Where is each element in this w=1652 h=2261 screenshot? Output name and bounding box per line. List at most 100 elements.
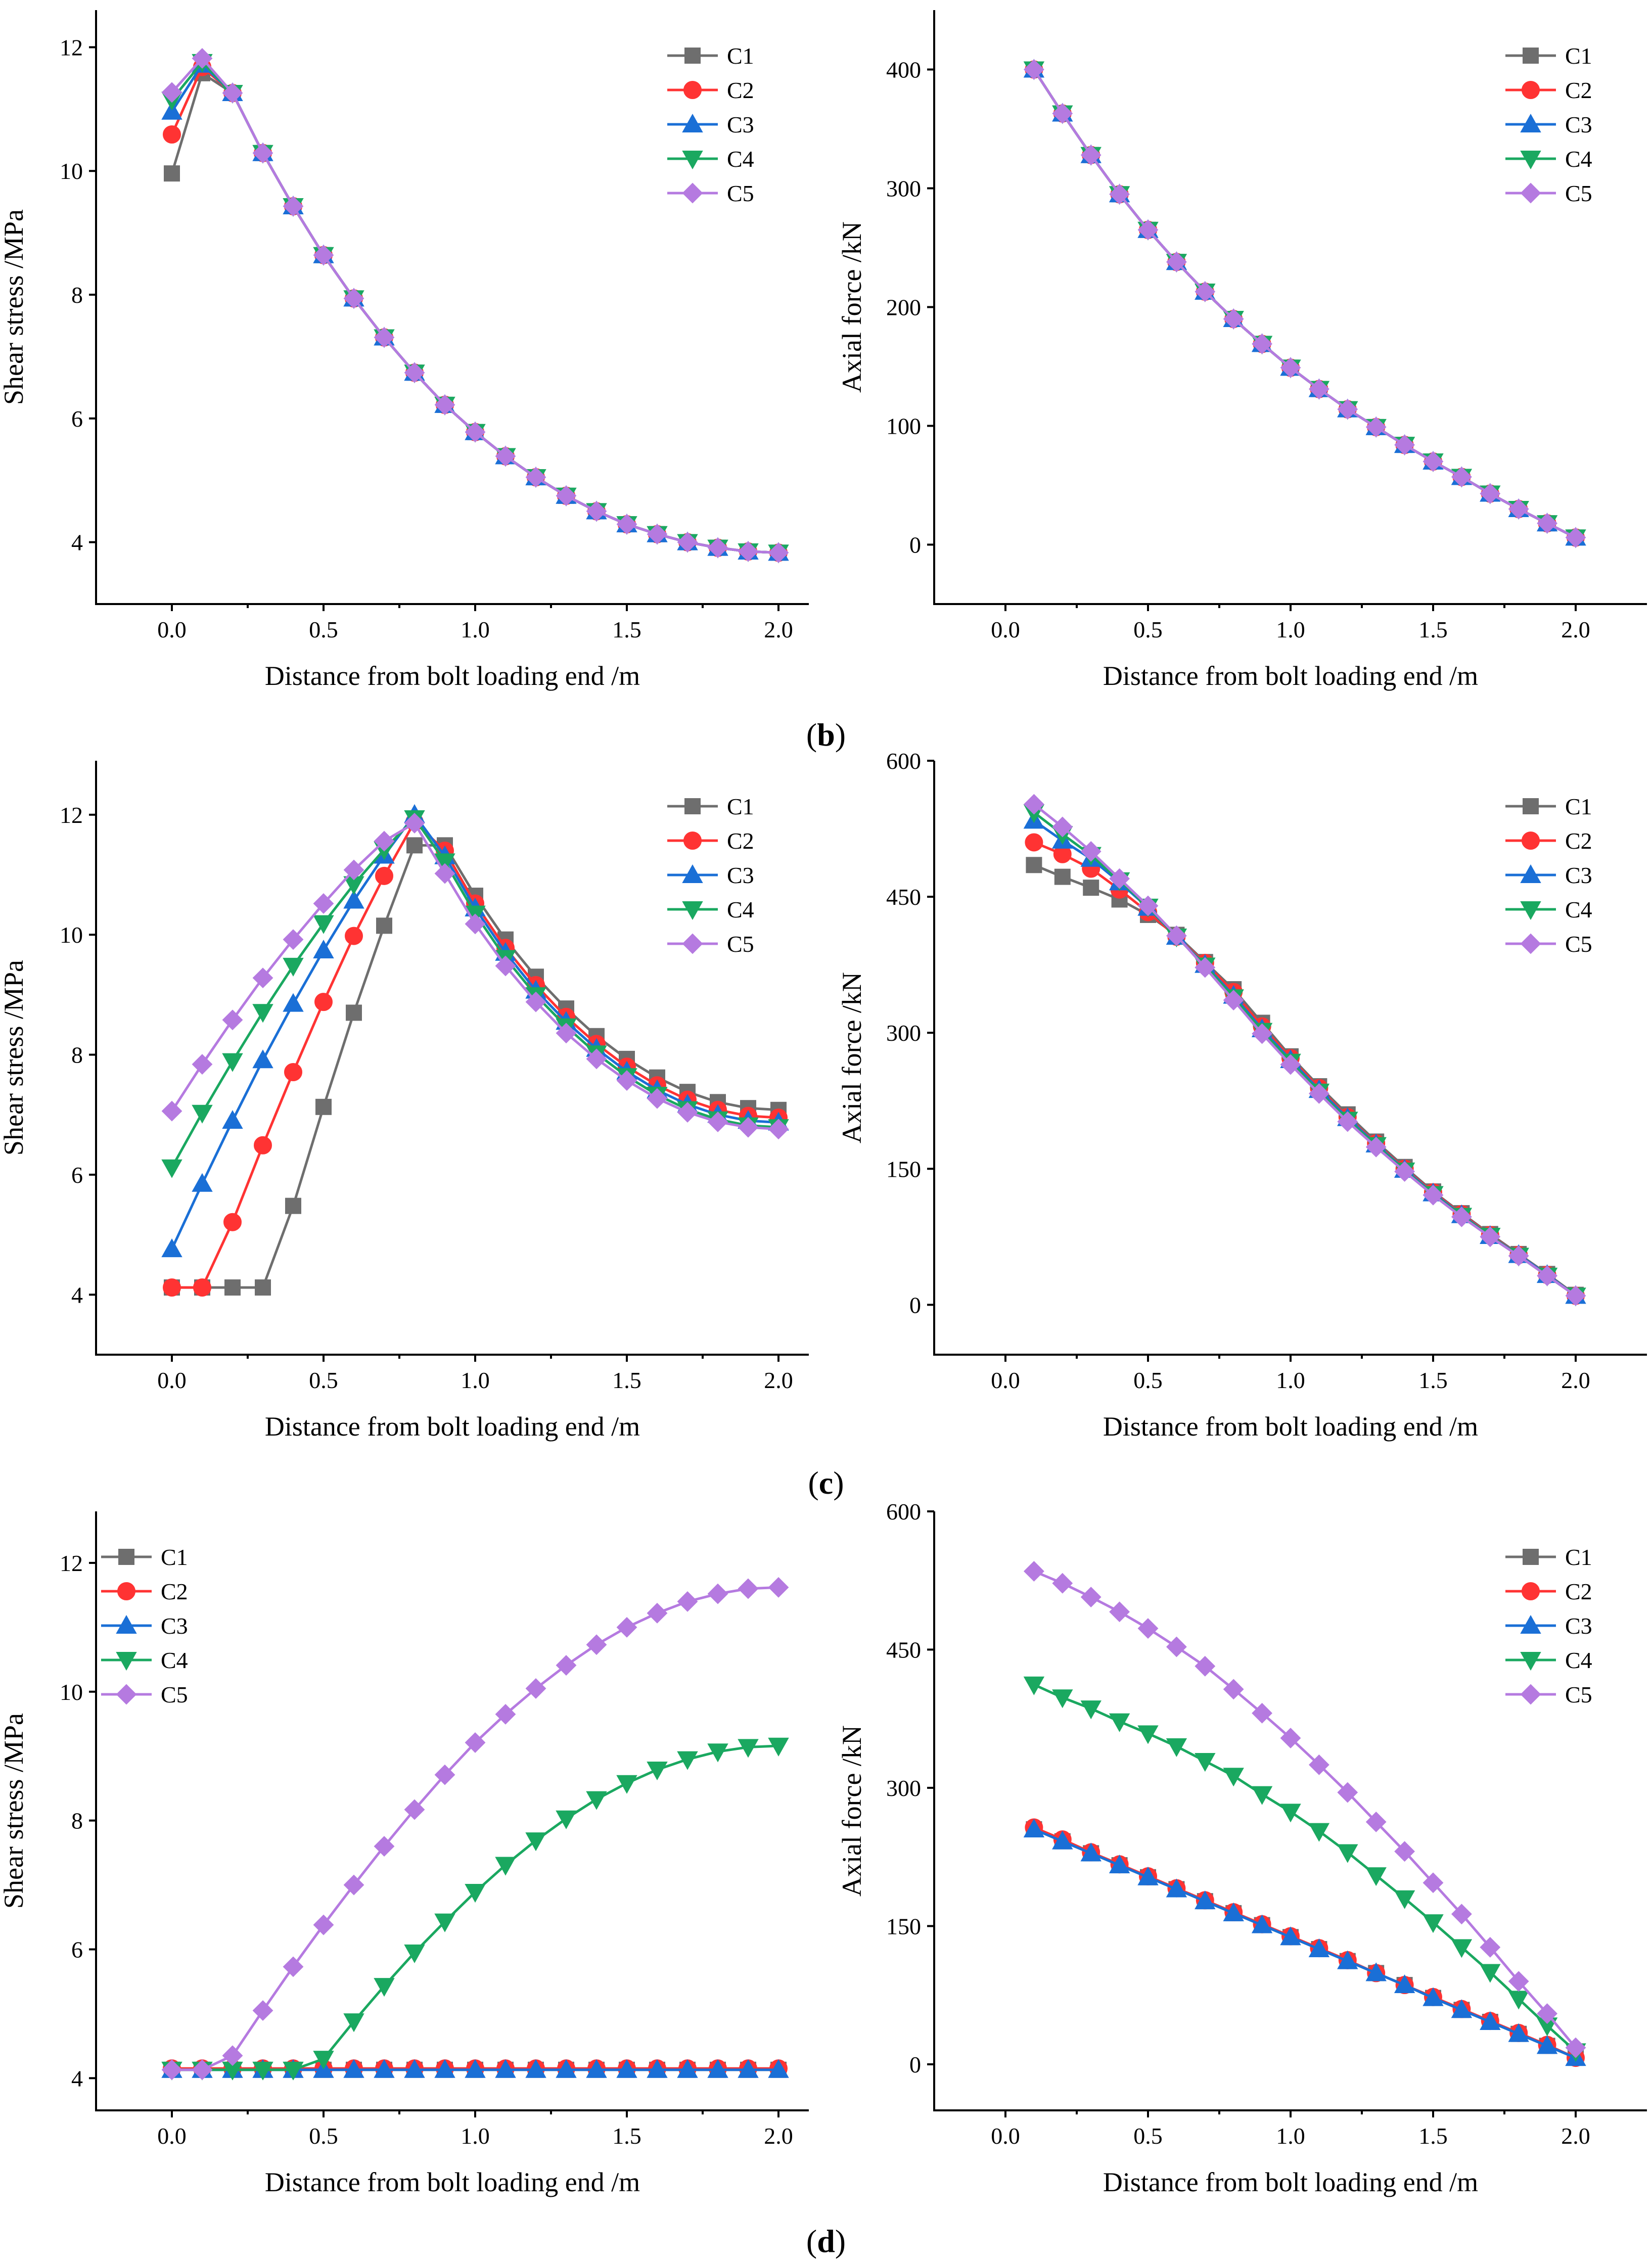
- y-tick-label: 300: [886, 1020, 921, 1046]
- data-point-C4: [252, 1004, 273, 1023]
- data-point-C5: [1308, 379, 1329, 400]
- series-C1: [1026, 61, 1584, 546]
- data-point-C5: [222, 82, 243, 104]
- legend-marker-C1: [684, 48, 701, 64]
- series-line-C4: [172, 1744, 779, 2071]
- data-point-C5: [1565, 2037, 1586, 2058]
- data-point-C5: [465, 913, 486, 935]
- legend-marker-C3: [1520, 113, 1541, 132]
- x-tick-label: 0.5: [1133, 1367, 1163, 1393]
- data-point-C5: [647, 1088, 668, 1109]
- data-point-C5: [495, 955, 516, 977]
- data-point-C3: [343, 890, 364, 909]
- data-point-C3: [1137, 1866, 1159, 1885]
- data-point-C1: [164, 165, 180, 182]
- series-C3: [1023, 1818, 1586, 2066]
- data-point-C1: [285, 1197, 301, 1214]
- series-line-C5: [172, 1586, 779, 2071]
- x-tick-label: 2.0: [764, 617, 793, 642]
- legend-marker-C5: [1520, 1684, 1541, 1705]
- data-point-C5: [616, 1070, 637, 1091]
- legend-marker-C4: [682, 901, 703, 920]
- data-point-C5: [222, 2045, 243, 2066]
- x-tick-label: 0.0: [157, 1367, 187, 1393]
- data-point-C5: [343, 288, 364, 309]
- data-point-C4: [1223, 1768, 1244, 1787]
- x-tick-label: 0.5: [309, 2123, 338, 2149]
- series-C3: [1023, 810, 1586, 1304]
- data-point-C5: [738, 541, 759, 562]
- legend-marker-C4: [682, 151, 703, 170]
- legend-label-C4: C4: [1565, 146, 1592, 172]
- legend-label-C5: C5: [1565, 180, 1592, 206]
- data-point-C4: [1080, 1700, 1102, 1720]
- legend-marker-C1: [684, 798, 701, 814]
- panel-label-b: (b): [806, 717, 846, 753]
- data-point-C4: [1023, 1676, 1045, 1695]
- data-point-C5: [1080, 145, 1102, 166]
- y-tick-label: 400: [886, 57, 921, 83]
- legend-marker-C4: [1520, 1652, 1541, 1671]
- legend-marker-C5: [682, 933, 703, 954]
- data-point-C4: [677, 1751, 698, 1770]
- legend-label-C2: C2: [727, 828, 754, 854]
- data-point-C5: [1023, 1561, 1044, 1582]
- legend-label-C2: C2: [727, 77, 754, 103]
- y-tick-label: 8: [71, 1042, 83, 1068]
- data-point-C4: [1052, 1689, 1073, 1709]
- data-point-C5: [1080, 841, 1102, 862]
- x-axis-title: Distance from bolt loading end /m: [265, 1411, 640, 1442]
- data-point-C5: [313, 245, 334, 266]
- data-point-C3: [525, 2059, 546, 2078]
- y-tick-label: 150: [886, 1156, 921, 1182]
- x-tick-label: 0.0: [991, 2123, 1020, 2149]
- data-point-C3: [1337, 1950, 1358, 1969]
- legend-marker-C3: [682, 113, 703, 132]
- legend-label-C5: C5: [1565, 1682, 1592, 1708]
- y-tick-label: 6: [71, 1162, 83, 1188]
- y-tick-label: 0: [909, 1292, 921, 1318]
- data-point-C5: [374, 1836, 395, 1857]
- data-point-C5: [1480, 1936, 1501, 1958]
- chart-c-right: 0.0 0.5 1.0 1.5 2.0 0 150 300 450 600 Distance fro…: [837, 748, 1647, 1442]
- series-line-C4: [1033, 69, 1577, 539]
- y-tick-label: 200: [886, 295, 921, 320]
- data-point-C4: [1480, 1964, 1501, 1983]
- series-line-C5: [1033, 69, 1577, 539]
- legend-label-C3: C3: [1565, 1613, 1592, 1639]
- x-tick-label: 1.5: [612, 617, 641, 642]
- legend-marker-C1: [118, 1549, 134, 1565]
- data-point-C4: [1280, 1804, 1301, 1823]
- data-point-C4: [768, 1737, 789, 1757]
- legend: C1 C2 C3 C4 C5: [667, 43, 754, 206]
- data-point-C5: [556, 1023, 577, 1044]
- data-point-C5: [677, 1591, 698, 1612]
- data-point-C5: [1365, 1811, 1387, 1832]
- series-line-C2: [170, 65, 779, 554]
- data-point-C4: [283, 957, 304, 977]
- y-axis-title: Shear stress /MPa: [0, 1713, 29, 1909]
- data-point-C4: [1451, 1939, 1473, 1958]
- series-line-C5: [171, 56, 779, 554]
- data-point-C3: [1394, 1974, 1415, 1994]
- data-point-C4: [1394, 1890, 1415, 1909]
- data-point-C1: [406, 837, 423, 854]
- legend-label-C2: C2: [1565, 1579, 1592, 1604]
- legend-label-C3: C3: [161, 1613, 188, 1639]
- data-point-C5: [525, 991, 546, 1012]
- series-C2: [1025, 833, 1585, 1305]
- data-point-C5: [1195, 957, 1216, 978]
- data-point-C3: [1508, 2023, 1529, 2042]
- data-point-C5: [495, 1703, 516, 1725]
- data-point-C5: [192, 48, 213, 69]
- y-tick-label: 4: [71, 2065, 83, 2091]
- data-point-C5: [1422, 1872, 1444, 1894]
- data-point-C4: [283, 2061, 304, 2081]
- data-point-C5: [161, 2059, 182, 2081]
- data-point-C1: [376, 917, 392, 934]
- data-point-C3: [313, 940, 334, 959]
- axis-lines: [933, 1511, 1647, 2111]
- data-point-C4: [404, 1944, 425, 1963]
- data-point-C3: [1280, 1926, 1301, 1946]
